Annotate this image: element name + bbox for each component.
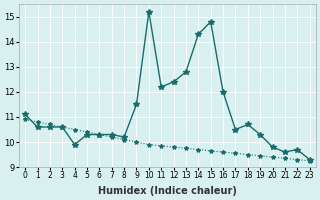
X-axis label: Humidex (Indice chaleur): Humidex (Indice chaleur)	[98, 186, 237, 196]
